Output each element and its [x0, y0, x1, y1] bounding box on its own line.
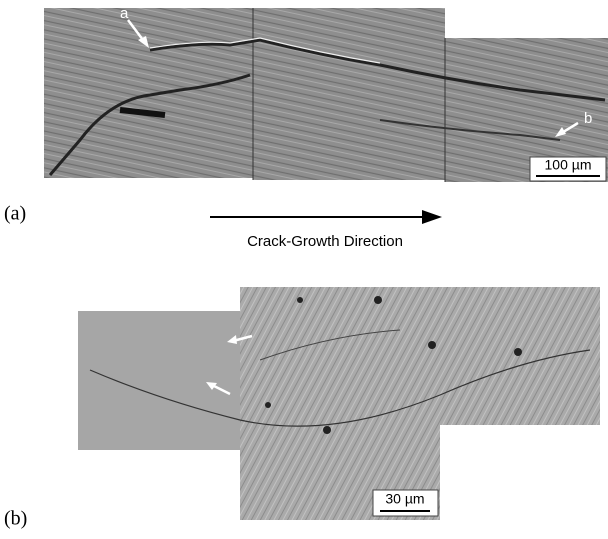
figure: a b 100 µm (a) Crack-Growth Direction 30…	[0, 0, 608, 534]
scale-bar-label: 30 µm	[385, 491, 424, 507]
panel-a-micrograph: a b 100 µm	[44, 5, 608, 182]
panel-label: (b)	[4, 508, 27, 530]
pointer-label: a	[120, 5, 129, 22]
panel-b-micrograph: 30 µm	[78, 287, 600, 520]
scale-bar-label: 100 µm	[545, 157, 592, 173]
pointer-label: b	[584, 110, 592, 127]
panel-label: (a)	[4, 203, 26, 225]
direction-label: Crack-Growth Direction	[247, 233, 403, 250]
